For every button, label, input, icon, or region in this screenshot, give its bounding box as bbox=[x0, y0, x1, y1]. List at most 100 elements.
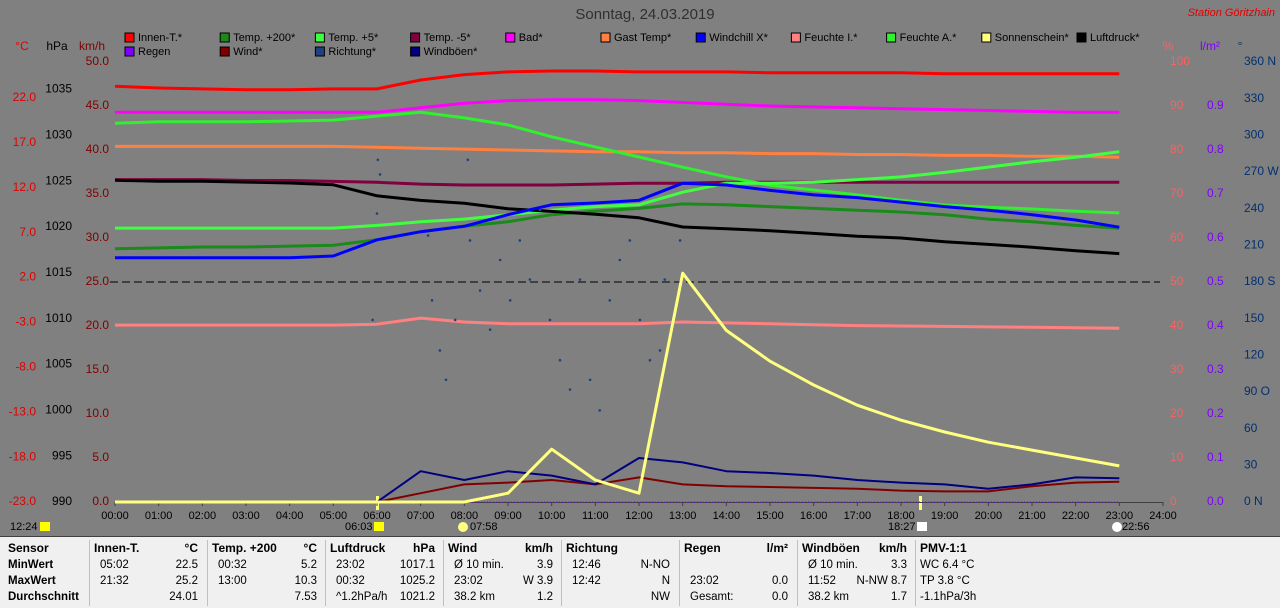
legend-swatch bbox=[695, 32, 706, 43]
table-cell: Ø 10 min. bbox=[808, 559, 858, 571]
direction-point bbox=[618, 258, 622, 262]
table-unit: km/h bbox=[525, 541, 553, 555]
y-tick-label: 45.0 bbox=[86, 98, 110, 112]
direction-point bbox=[628, 239, 632, 242]
y-tick-label: 70 bbox=[1170, 186, 1184, 200]
table-cell: Ø 10 min. bbox=[454, 559, 504, 571]
direction-point bbox=[558, 358, 562, 362]
legend-swatch bbox=[790, 32, 801, 43]
y-tick-label: 1010 bbox=[45, 311, 72, 325]
y-tick-label: 1030 bbox=[45, 128, 72, 142]
x-tick-label: 21:00 bbox=[1018, 510, 1046, 522]
x-tick-label: 20:00 bbox=[975, 510, 1003, 522]
table-cell: 23:02 bbox=[690, 575, 719, 587]
x-tick-label: 01:00 bbox=[145, 510, 173, 522]
series-line bbox=[115, 150, 1120, 230]
direction-point bbox=[663, 278, 667, 281]
y-tick-label: 10.0 bbox=[86, 406, 110, 420]
legend-label: Gast Temp* bbox=[614, 32, 672, 44]
table-cell: 24.01 bbox=[169, 591, 198, 603]
x-tick-label: 13:00 bbox=[669, 510, 697, 522]
legend-label: Bad* bbox=[519, 32, 544, 44]
y-tick-label: 0.5 bbox=[1207, 274, 1224, 288]
legend-swatch bbox=[219, 32, 230, 43]
table-cell: NW bbox=[651, 591, 670, 603]
y-tick-label: 5.0 bbox=[92, 450, 109, 464]
table-cell: 10.3 bbox=[295, 575, 317, 587]
y-tick-label: 10 bbox=[1170, 450, 1184, 464]
y-tick-label: -23.0 bbox=[9, 494, 37, 508]
y-tick-label: 1025 bbox=[45, 173, 72, 187]
axis-unit: °C bbox=[15, 39, 29, 53]
moon-icon bbox=[458, 522, 468, 532]
y-tick-label: 1015 bbox=[45, 265, 72, 279]
x-tick-label: 24:00 bbox=[1149, 510, 1177, 522]
legend-label: Windböen* bbox=[424, 46, 479, 58]
series-line bbox=[115, 181, 1120, 260]
x-tick-label: 09:00 bbox=[494, 510, 522, 522]
station-name: Station Göritzhain bbox=[1188, 7, 1275, 19]
y-tick-label: 0.1 bbox=[1207, 450, 1224, 464]
x-tick-label: 15:00 bbox=[756, 510, 784, 522]
y-tick-label: 30 bbox=[1244, 458, 1258, 472]
y-tick-label: 0.9 bbox=[1207, 98, 1224, 112]
y-tick-label: 80 bbox=[1170, 142, 1184, 156]
table-cell: 1.2 bbox=[537, 591, 553, 603]
table-header: Innen-T. bbox=[94, 541, 139, 555]
table-header: Temp. +200 bbox=[212, 541, 277, 555]
legend-label: Sonnenschein* bbox=[995, 32, 1070, 44]
y-tick-label: 50 bbox=[1170, 274, 1184, 288]
y-tick-label: 1005 bbox=[45, 357, 72, 371]
direction-point bbox=[498, 258, 502, 262]
table-unit: hPa bbox=[413, 541, 435, 555]
y-tick-label: 7.0 bbox=[19, 225, 36, 239]
table-cell: 1021.2 bbox=[400, 591, 435, 603]
y-tick-label: -8.0 bbox=[15, 359, 36, 373]
x-tick-label: 07:00 bbox=[407, 510, 435, 522]
y-tick-label: 0.0 bbox=[92, 494, 109, 508]
direction-point bbox=[453, 318, 457, 322]
table-cell: 05:02 bbox=[100, 559, 129, 571]
table-cell: TP 3.8 °C bbox=[920, 575, 970, 587]
direction-point bbox=[468, 239, 472, 242]
legend-swatch bbox=[124, 46, 135, 57]
x-tick-label: 04:00 bbox=[276, 510, 304, 522]
direction-point bbox=[466, 158, 470, 162]
y-tick-label: 1035 bbox=[45, 82, 72, 96]
direction-point bbox=[548, 318, 552, 322]
legend-swatch bbox=[314, 32, 325, 43]
legend-swatch bbox=[600, 32, 611, 43]
direction-point bbox=[488, 328, 492, 331]
table-cell: 23:02 bbox=[336, 559, 365, 571]
y-tick-label: 2.0 bbox=[19, 270, 36, 284]
chart-title: Sonntag, 24.03.2019 bbox=[575, 6, 714, 23]
legend-swatch bbox=[505, 32, 516, 43]
y-tick-label: 60 bbox=[1244, 421, 1258, 435]
series-line bbox=[115, 178, 1120, 187]
legend-swatch bbox=[124, 32, 135, 43]
y-tick-label: 0.6 bbox=[1207, 230, 1224, 244]
legend-label: Temp. +5* bbox=[328, 32, 379, 44]
direction-point bbox=[598, 409, 601, 412]
direction-point bbox=[678, 239, 682, 242]
direction-point bbox=[375, 212, 379, 215]
legend-swatch bbox=[410, 32, 421, 43]
table-header: Richtung bbox=[566, 541, 618, 555]
legend-label: Luftdruck* bbox=[1090, 32, 1140, 44]
y-tick-label: 330 bbox=[1244, 91, 1264, 105]
direction-point bbox=[568, 388, 572, 391]
y-tick-label: 995 bbox=[52, 448, 72, 462]
legend-label: Richtung* bbox=[328, 46, 376, 58]
sun-time: 22:56 bbox=[1122, 521, 1150, 533]
moon-icon bbox=[1112, 522, 1122, 532]
legend-label: Windchill X* bbox=[709, 32, 768, 44]
table-unit: l/m² bbox=[767, 541, 788, 555]
axis-unit: hPa bbox=[46, 39, 68, 53]
series-line bbox=[114, 110, 1120, 215]
table-cell: 38.2 km bbox=[808, 591, 849, 603]
table-background bbox=[0, 536, 1280, 608]
sun-icon bbox=[40, 522, 50, 531]
y-tick-label: 300 bbox=[1244, 128, 1264, 142]
direction-point bbox=[376, 158, 380, 162]
table-cell: 00:32 bbox=[336, 575, 365, 587]
